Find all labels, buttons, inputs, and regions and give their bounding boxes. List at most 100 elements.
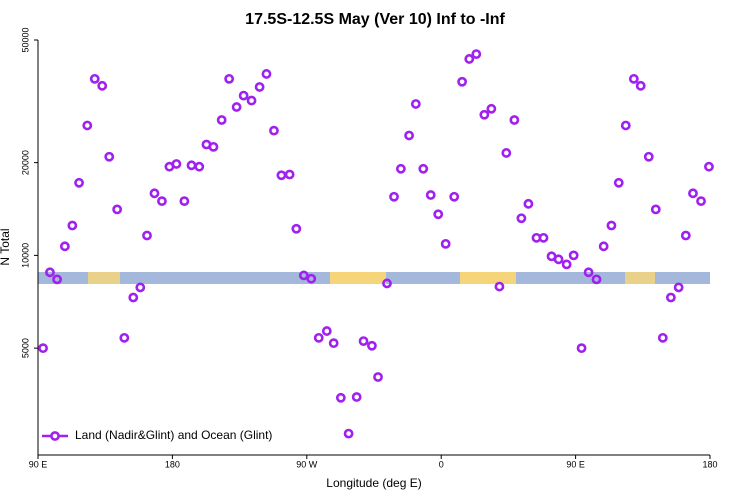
data-point — [128, 292, 139, 303]
data-point — [471, 49, 482, 59]
data-point — [135, 282, 146, 293]
chart-title: 17.5S-12.5S May (Ver 10) Inf to -Inf — [245, 11, 505, 28]
data-point — [395, 163, 406, 174]
data-point — [704, 161, 714, 172]
data-point — [276, 170, 287, 181]
data-point — [486, 103, 497, 114]
data-point — [561, 259, 572, 270]
data-point — [665, 292, 676, 303]
data-point — [179, 196, 190, 207]
data-point — [291, 223, 302, 234]
data-point — [382, 278, 392, 289]
data-point — [418, 163, 429, 174]
data-point — [238, 90, 249, 101]
y-axis-label: N Total — [0, 228, 12, 265]
data-point — [45, 267, 55, 278]
data-point — [328, 338, 339, 349]
data-point — [269, 125, 279, 136]
x-tick-label: 0 — [439, 459, 444, 469]
data-point — [313, 332, 324, 343]
data-point — [59, 241, 70, 252]
data-point — [410, 99, 421, 109]
data-point — [680, 230, 691, 241]
land-band — [330, 272, 386, 284]
x-tick-label: 90 E — [566, 459, 585, 469]
data-point — [657, 332, 668, 343]
y-tick-label: 10000 — [20, 243, 30, 268]
data-point — [186, 160, 197, 171]
data-point — [538, 232, 549, 243]
data-point — [479, 109, 490, 120]
data-point — [433, 209, 444, 220]
data-point — [74, 177, 84, 188]
data-point — [606, 220, 617, 231]
data-point — [583, 267, 594, 278]
data-point — [643, 151, 654, 162]
data-point — [335, 392, 346, 403]
data-point — [373, 372, 383, 382]
data-point — [321, 326, 332, 336]
data-point — [516, 213, 527, 224]
data-point — [104, 151, 115, 162]
data-point — [38, 343, 48, 354]
data-point — [254, 82, 265, 92]
data-point — [613, 177, 624, 188]
land-band — [88, 272, 120, 284]
data-point — [440, 238, 451, 249]
data-point — [628, 73, 639, 84]
data-point — [194, 161, 205, 172]
data-point — [591, 274, 602, 285]
data-point — [696, 196, 706, 207]
legend-marker — [50, 431, 60, 441]
data-point — [501, 148, 512, 158]
x-tick-label: 90 E — [29, 459, 48, 469]
data-point — [261, 69, 272, 79]
legend-label: Land (Nadir&Glint) and Ocean (Glint) — [75, 428, 272, 442]
data-point — [52, 274, 63, 285]
data-point — [568, 250, 579, 261]
data-point — [367, 340, 377, 351]
data-point — [67, 220, 78, 231]
y-tick-label: 20000 — [20, 150, 30, 175]
x-tick-label: 180 — [165, 459, 180, 469]
data-point — [284, 169, 295, 180]
data-point — [389, 191, 399, 202]
data-point — [358, 336, 369, 347]
data-point — [553, 254, 564, 265]
data-point — [231, 102, 242, 112]
data-point — [598, 241, 609, 252]
data-point — [635, 80, 646, 91]
y-tick-label: 50000 — [20, 27, 30, 52]
data-point — [306, 273, 317, 284]
data-point — [351, 392, 362, 402]
surface-band — [38, 272, 710, 284]
data-point — [119, 332, 130, 343]
data-point — [494, 281, 505, 292]
data-point — [576, 343, 587, 354]
data-point — [208, 141, 219, 152]
data-point — [523, 198, 534, 209]
x-tick-label: 180 — [702, 459, 717, 469]
data-point — [404, 130, 414, 141]
data-point — [298, 270, 309, 281]
data-point — [620, 120, 631, 131]
data-point — [688, 188, 698, 199]
data-point — [89, 73, 100, 84]
data-point — [112, 204, 123, 215]
data-point — [246, 95, 257, 106]
data-point — [464, 54, 475, 64]
data-point — [149, 188, 160, 199]
data-point — [97, 80, 108, 91]
data-point — [82, 120, 93, 131]
data-point — [171, 159, 182, 169]
data-point — [509, 115, 520, 125]
data-point — [650, 204, 661, 215]
data-point — [343, 428, 354, 439]
data-point — [449, 191, 460, 202]
y-tick-label: 5000 — [20, 338, 30, 358]
data-point — [673, 282, 684, 293]
data-point — [457, 76, 468, 87]
land-band — [625, 272, 655, 284]
data-point — [216, 115, 227, 125]
